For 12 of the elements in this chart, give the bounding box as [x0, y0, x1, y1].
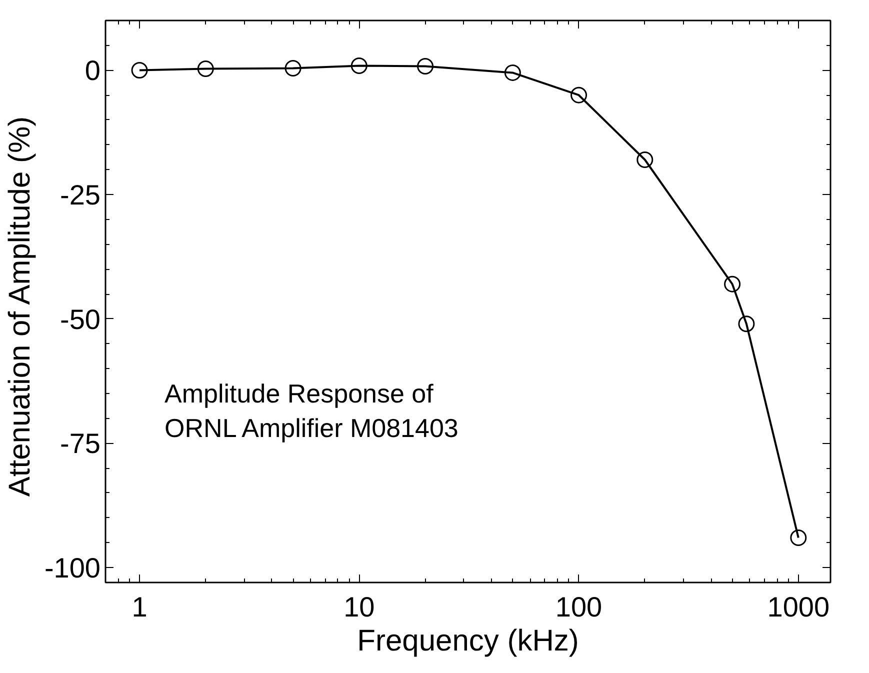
- x-tick-label: 10: [344, 592, 375, 622]
- x-tick-label: 1000: [767, 592, 830, 622]
- y-tick-label: -25: [60, 180, 100, 211]
- y-tick-label: -50: [60, 304, 100, 335]
- y-tick-label: 0: [84, 55, 101, 86]
- x-tick-label: 1: [132, 592, 148, 622]
- x-tick-label: 100: [555, 592, 602, 622]
- y-tick-label: -75: [60, 428, 100, 460]
- y-tick-label: -100: [44, 552, 101, 584]
- annotation: Amplitude Response of ORNL Amplifier M081403: [164, 378, 458, 444]
- y-axis-title: Attenuation of Amplitude (%): [3, 116, 36, 497]
- x-axis-title: Frequency (kHz): [357, 624, 579, 658]
